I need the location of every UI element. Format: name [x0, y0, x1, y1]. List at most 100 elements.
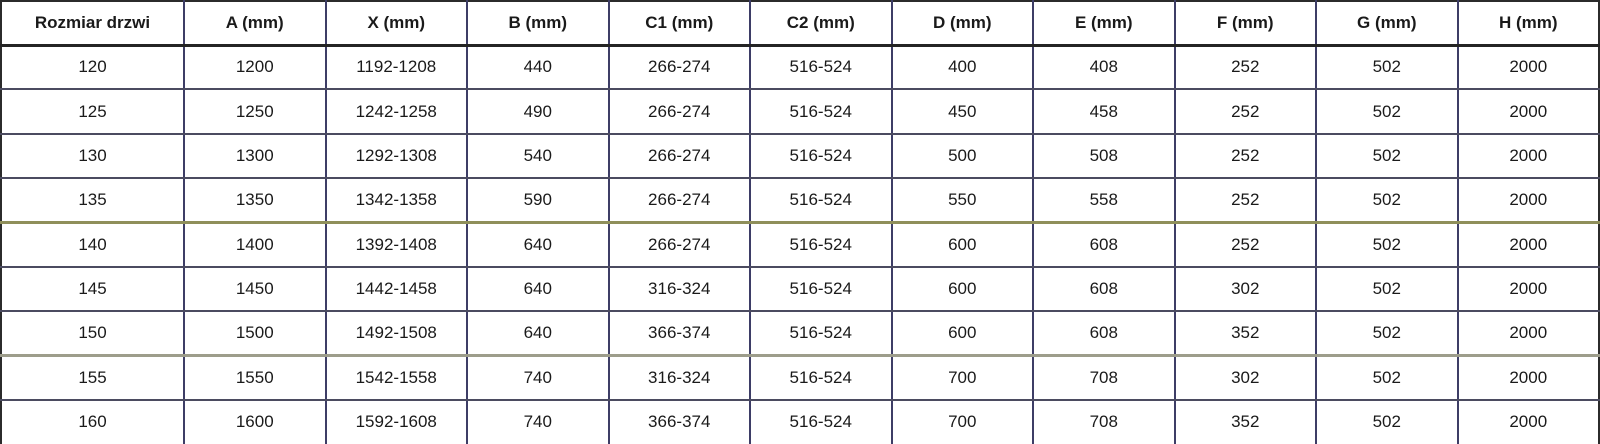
table-cell: 352 — [1173, 400, 1316, 444]
table-cell: 516-524 — [749, 222, 892, 268]
table-cell: 516-524 — [749, 178, 892, 225]
table-cell: 608 — [1032, 311, 1175, 358]
table-cell: 740 — [466, 400, 609, 444]
table-cell: 1550 — [183, 355, 326, 402]
row-size-cell: 145 — [1, 266, 184, 313]
table-cell: 1542-1558 — [324, 355, 467, 402]
table-cell: 352 — [1173, 311, 1316, 358]
table-cell: 252 — [1173, 133, 1316, 180]
table-cell: 1242-1258 — [324, 89, 467, 135]
table-cell: 1392-1408 — [324, 222, 467, 268]
table-cell: 458 — [1032, 89, 1175, 135]
table-cell: 502 — [1315, 89, 1458, 135]
table-cell: 2000 — [1456, 311, 1599, 358]
table-cell: 516-524 — [749, 266, 892, 313]
table-cell: 550 — [890, 178, 1033, 225]
table-cell: 502 — [1315, 311, 1458, 358]
table-cell: 1442-1458 — [324, 266, 467, 313]
header-row: Rozmiar drzwi A (mm) X (mm) B (mm) C1 (mm) C2… — [1, 1, 1599, 47]
table-cell: 590 — [466, 178, 609, 225]
table-cell: 502 — [1315, 222, 1458, 268]
table-cell: 740 — [466, 355, 609, 402]
table-cell: 600 — [890, 266, 1033, 313]
column-header: H (mm) — [1456, 1, 1599, 47]
table-row: 145 1450 1442-1458 640 316-324 516-524 600 608 3… — [1, 266, 1599, 313]
table-row: 155 1550 1542-1558 740 316-324 516-524 700 708 3… — [1, 355, 1599, 402]
column-header: C1 (mm) — [607, 1, 750, 47]
table-cell: 502 — [1315, 266, 1458, 313]
table-cell: 2000 — [1456, 222, 1599, 268]
table-cell: 608 — [1032, 222, 1175, 268]
table-cell: 2000 — [1456, 266, 1599, 313]
table-cell: 440 — [466, 45, 609, 91]
table-cell: 266-274 — [607, 45, 750, 91]
table-cell: 266-274 — [607, 133, 750, 180]
table-cell: 408 — [1032, 45, 1175, 91]
table-cell: 516-524 — [749, 45, 892, 91]
table-cell: 708 — [1032, 400, 1175, 444]
table-body: 120 1200 1192-1208 440 266-274 516-524 400 408 2… — [1, 45, 1599, 444]
table-cell: 1292-1308 — [324, 133, 467, 180]
table-cell: 640 — [466, 222, 609, 268]
table-cell: 700 — [890, 400, 1033, 444]
table-cell: 252 — [1173, 222, 1316, 268]
row-size-cell: 150 — [1, 311, 184, 358]
table-cell: 1200 — [183, 45, 326, 91]
table-cell: 450 — [890, 89, 1033, 135]
table-row: 120 1200 1192-1208 440 266-274 516-524 400 408 2… — [1, 45, 1599, 91]
table-cell: 502 — [1315, 178, 1458, 225]
table-cell: 558 — [1032, 178, 1175, 225]
table-cell: 490 — [466, 89, 609, 135]
table-cell: 640 — [466, 311, 609, 358]
table-cell: 516-524 — [749, 355, 892, 402]
table-cell: 1400 — [183, 222, 326, 268]
table-cell: 640 — [466, 266, 609, 313]
table-cell: 1492-1508 — [324, 311, 467, 358]
table-cell: 516-524 — [749, 400, 892, 444]
table-cell: 502 — [1315, 133, 1458, 180]
table-header: Rozmiar drzwi A (mm) X (mm) B (mm) C1 (mm) C2… — [1, 1, 1599, 47]
table-cell: 516-524 — [749, 311, 892, 358]
table-cell: 1300 — [183, 133, 326, 180]
column-header: F (mm) — [1173, 1, 1316, 47]
table-row: 125 1250 1242-1258 490 266-274 516-524 450 458 2… — [1, 89, 1599, 135]
table-cell: 366-374 — [607, 311, 750, 358]
table-cell: 1600 — [183, 400, 326, 444]
row-size-cell: 140 — [1, 222, 184, 268]
table-cell: 600 — [890, 311, 1033, 358]
table-row: 160 1600 1592-1608 740 366-374 516-524 700 708 3… — [1, 400, 1599, 444]
table-cell: 316-324 — [607, 266, 750, 313]
table-cell: 252 — [1173, 178, 1316, 225]
table-row: 130 1300 1292-1308 540 266-274 516-524 500 508 2… — [1, 133, 1599, 180]
table-cell: 700 — [890, 355, 1033, 402]
row-size-cell: 160 — [78, 412, 107, 432]
table-cell: 2000 — [1456, 45, 1599, 91]
table-cell: 502 — [1315, 400, 1458, 444]
table-cell: 508 — [1032, 133, 1175, 180]
row-size-cell: 125 — [1, 89, 184, 135]
table-cell: 302 — [1173, 266, 1316, 313]
table-cell: 316-324 — [607, 355, 750, 402]
row-size-cell: 135 — [1, 178, 184, 225]
table-row: 150 1500 1492-1508 640 366-374 516-524 600 608 3… — [1, 311, 1599, 358]
table-cell: 2000 — [1456, 355, 1599, 402]
row-size-cell: 120 — [1, 45, 184, 91]
table-cell: 1592-1608 — [324, 400, 467, 444]
column-header: B (mm) — [466, 1, 609, 47]
table-cell: 600 — [890, 222, 1033, 268]
table-cell: 1342-1358 — [324, 178, 467, 225]
table-cell: 266-274 — [607, 178, 750, 225]
table-cell: 540 — [466, 133, 609, 180]
row-size-cell: 130 — [1, 133, 184, 180]
table-cell: 1350 — [183, 178, 326, 225]
table-cell: 2000 — [1456, 178, 1599, 225]
table-cell: 252 — [1173, 45, 1316, 91]
column-header: C2 (mm) — [749, 1, 892, 47]
table-cell: 500 — [890, 133, 1033, 180]
table-row: 135 1350 1342-1358 590 266-274 516-524 550 558 2… — [1, 178, 1599, 225]
table-cell: 366-374 — [607, 400, 750, 444]
row-size-cell: 155 — [1, 355, 184, 402]
table-cell: 252 — [1173, 89, 1316, 135]
column-header: Rozmiar drzwi — [1, 1, 184, 47]
